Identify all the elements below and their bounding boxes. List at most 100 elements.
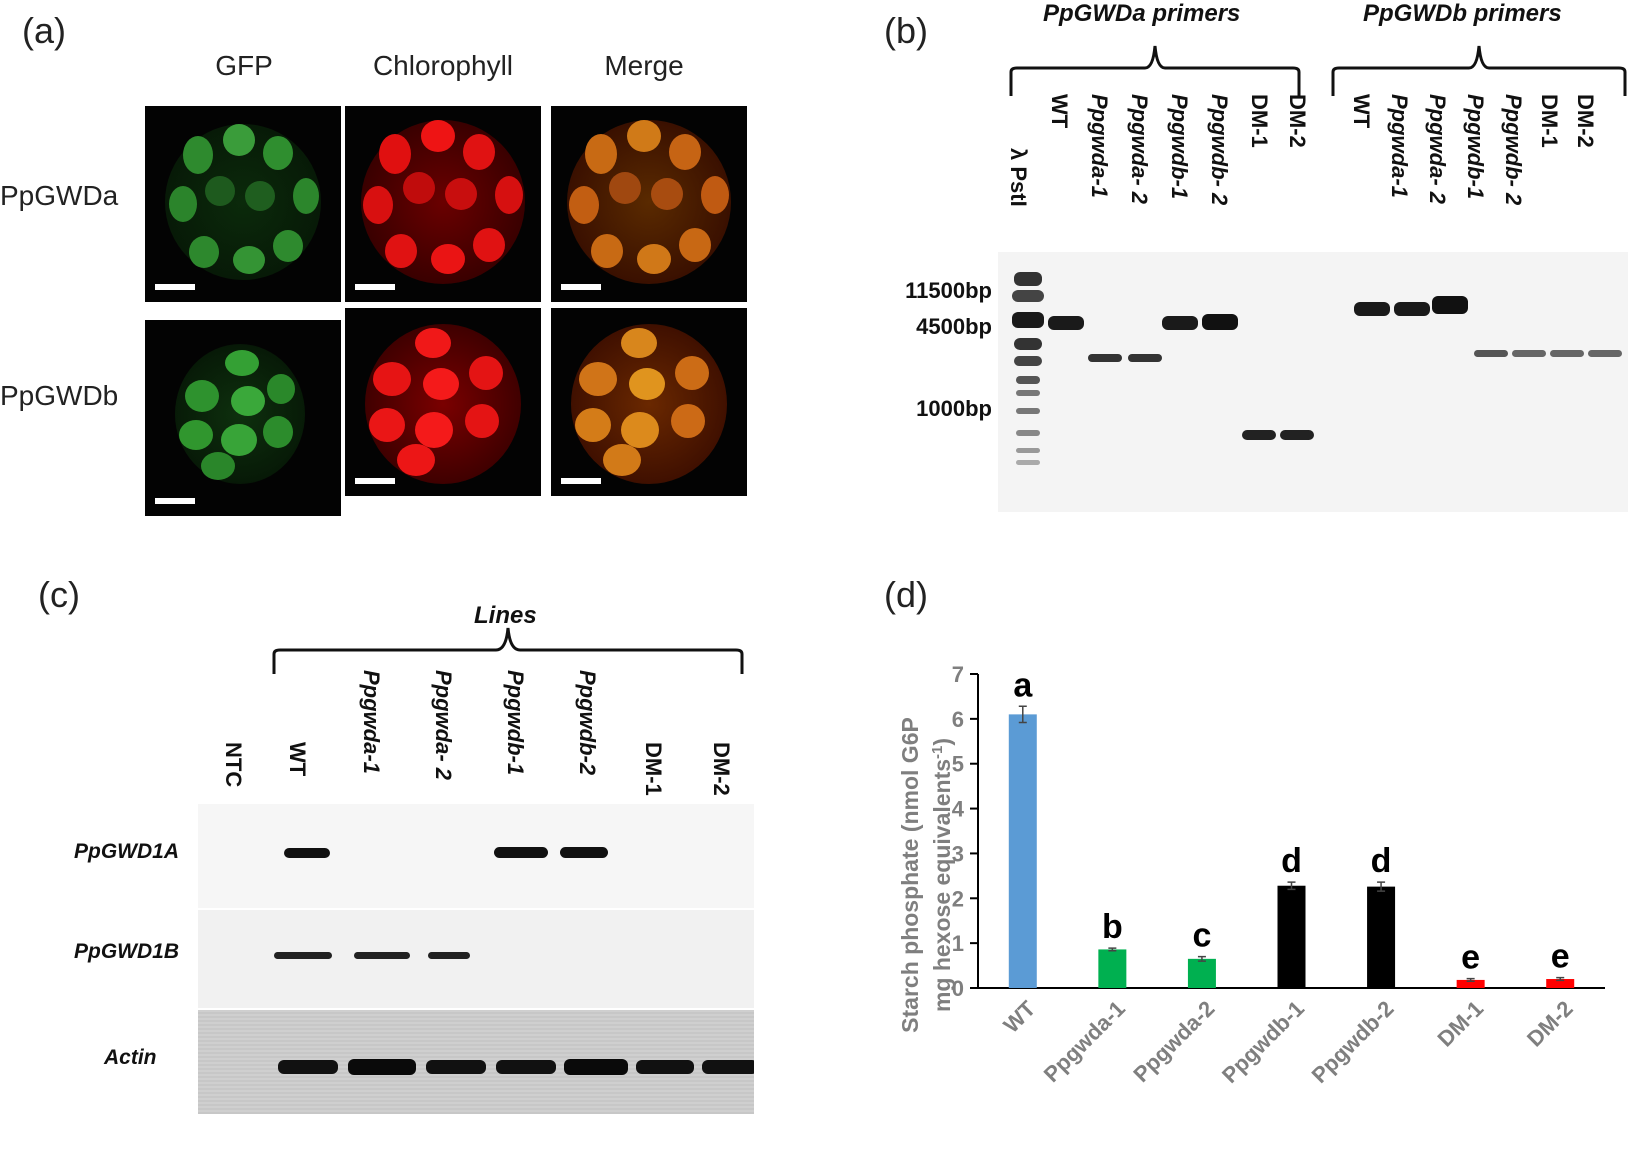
- scale-bar: [355, 478, 395, 484]
- significance-letter: e: [1551, 938, 1570, 976]
- lane-label-ppgwdb-2-c: Ppgwdb-2: [575, 670, 600, 776]
- micrograph-chlorophyll-ppgwda: [345, 106, 541, 302]
- bar-dm-1: [1456, 979, 1485, 988]
- y-tick-label: 5: [952, 752, 964, 777]
- size-label-11500bp: 11500bp: [905, 278, 992, 303]
- y-tick-label: 6: [952, 707, 964, 732]
- bar-ppgwdb-2: [1367, 886, 1396, 988]
- gel-image-actin: [198, 1010, 754, 1114]
- group-title-lines: Lines: [474, 602, 537, 629]
- lane-label-wt-b: WT: [1349, 94, 1374, 129]
- scale-bar: [155, 498, 195, 504]
- lane-label-ppgwdb-2-b: Ppgwdb- 2: [1501, 94, 1526, 206]
- significance-letter: d: [1281, 842, 1302, 880]
- lane-label-dm-1: DM-1: [1247, 94, 1272, 148]
- gel-image-b: [998, 252, 1628, 512]
- scale-bar: [561, 478, 601, 484]
- size-label-4500bp: 4500bp: [916, 314, 992, 339]
- lane-label-ppgwdb-1-b: Ppgwdb-1: [1463, 94, 1488, 200]
- error-bar: [1377, 881, 1386, 892]
- significance-letter: e: [1461, 939, 1480, 977]
- scale-bar: [561, 284, 601, 290]
- lane-label-ppgwda-2-b: Ppgwda- 2: [1425, 94, 1450, 205]
- svg-text:Starch phosphate (nmol G6P: Starch phosphate (nmol G6P: [897, 717, 923, 1033]
- size-label-1000bp: 1000bp: [916, 396, 992, 421]
- error-bar: [1108, 947, 1117, 952]
- y-axis-title-close: ): [929, 738, 955, 746]
- x-tick-label: Ppgwda-1: [1039, 996, 1130, 1087]
- lane-label-wt-c: WT: [285, 742, 310, 777]
- lane-label-ppgwda-1-b: Ppgwda-1: [1387, 94, 1412, 198]
- lane-label-ppgwda-1-c: Ppgwda-1: [359, 670, 384, 774]
- lane-label-dm-1-b: DM-1: [1537, 94, 1562, 148]
- lane-label-ppgwda-2-c: Ppgwda- 2: [431, 670, 456, 781]
- gene-label-ppgwd1a: PpGWD1A: [74, 840, 179, 863]
- error-bar: [1556, 976, 1565, 982]
- lane-label-wt: WT: [1047, 94, 1072, 129]
- micrograph-merge-ppgwda: [551, 106, 747, 302]
- column-title-chlorophyll: Chlorophyll: [372, 50, 514, 81]
- lane-label-ppgwdb-1: Ppgwdb-1: [1167, 94, 1192, 200]
- row-title-ppgwda: PpGWDa: [0, 180, 119, 211]
- gel-image-ppgwd1a: [198, 804, 754, 908]
- bar-ppgwda-1: [1098, 949, 1127, 988]
- error-bar: [1018, 705, 1027, 724]
- error-bar: [1466, 977, 1475, 983]
- lane-label-ppgwdb-1-c: Ppgwdb-1: [503, 670, 528, 776]
- column-title-gfp: GFP: [215, 50, 273, 81]
- gene-label-ppgwd1b: PpGWD1B: [74, 940, 179, 963]
- lane-label-ppgwda-1: Ppgwda-1: [1087, 94, 1112, 198]
- x-tick-label: DM-2: [1522, 996, 1578, 1052]
- column-title-merge: Merge: [604, 50, 684, 81]
- micrograph-chlorophyll-ppgwdb: [345, 308, 541, 496]
- y-tick-label: 0: [952, 976, 964, 1001]
- panel-d-label: (d): [884, 574, 928, 615]
- significance-letter: c: [1192, 917, 1211, 955]
- group-title-ppgwdb-primers: PpGWDb primers: [1363, 0, 1562, 27]
- panel-c-label: (c): [38, 574, 80, 615]
- lane-label-ntc: NTC: [221, 742, 246, 788]
- bar-wt: [1008, 714, 1037, 988]
- lane-label-dm-2-b: DM-2: [1573, 94, 1598, 148]
- lane-label-dm-2: DM-2: [1285, 94, 1310, 148]
- svg-text:mg hexose equivalents-1): mg hexose equivalents-1): [929, 738, 955, 1012]
- scale-bar: [155, 284, 195, 290]
- starch-phosphate-bar-chart: Starch phosphate (nmol G6P mg hexose equ…: [897, 662, 1605, 1088]
- micrograph-gfp-ppgwda: [145, 106, 341, 302]
- bar-ppgwdb-1: [1277, 885, 1306, 988]
- gel-image-ppgwd1b: [198, 910, 754, 1008]
- bracket-lines: [272, 627, 744, 674]
- panel-a-label: (a): [22, 10, 66, 51]
- y-axis-title-sup: -1: [929, 746, 946, 759]
- panel-b-label: (b): [884, 10, 928, 51]
- y-tick-label: 3: [952, 841, 964, 866]
- lane-label-dm-2-c: DM-2: [709, 742, 734, 796]
- chart-bars: a WT b Ppgwda-1 c Ppgwda-2 d Ppgwdb-1 d Ppgwdb-2 e…: [998, 666, 1577, 1088]
- x-tick-label: WT: [998, 995, 1040, 1037]
- row-title-ppgwdb: PpGWDb: [0, 380, 119, 411]
- gene-label-actin: Actin: [104, 1046, 157, 1069]
- bracket-ppgwda: [1009, 45, 1301, 96]
- bar-ppgwda-2: [1187, 958, 1216, 988]
- scale-bar: [355, 284, 395, 290]
- significance-letter: b: [1102, 908, 1123, 946]
- error-bar: [1197, 955, 1206, 962]
- x-tick-label: Ppgwdb-2: [1307, 996, 1399, 1088]
- error-bar: [1287, 881, 1296, 891]
- chart-axes: 0 1 2 3 4 5 6 7: [952, 662, 1605, 1001]
- x-tick-label: Ppgwdb-1: [1217, 996, 1309, 1088]
- micrograph-merge-ppgwdb: [551, 308, 747, 496]
- significance-letter: d: [1371, 842, 1392, 880]
- lane-label-ppgwdb-2: Ppgwdb- 2: [1207, 94, 1232, 206]
- y-axis-title-line1: Starch phosphate (nmol G6P: [897, 717, 923, 1033]
- lane-label-marker: λ PstI: [1006, 148, 1031, 207]
- x-tick-label: Ppgwda-2: [1128, 996, 1219, 1087]
- y-tick-label: 7: [952, 662, 964, 687]
- lane-label-ppgwda-2: Ppgwda- 2: [1127, 94, 1152, 205]
- micrograph-gfp-ppgwdb: [145, 320, 341, 516]
- y-tick-label: 2: [952, 886, 964, 911]
- bracket-ppgwdb: [1331, 45, 1627, 96]
- x-tick-label: DM-1: [1432, 996, 1488, 1052]
- y-axis-title: Starch phosphate (nmol G6P mg hexose equ…: [897, 717, 955, 1033]
- y-tick-label: 4: [952, 797, 965, 822]
